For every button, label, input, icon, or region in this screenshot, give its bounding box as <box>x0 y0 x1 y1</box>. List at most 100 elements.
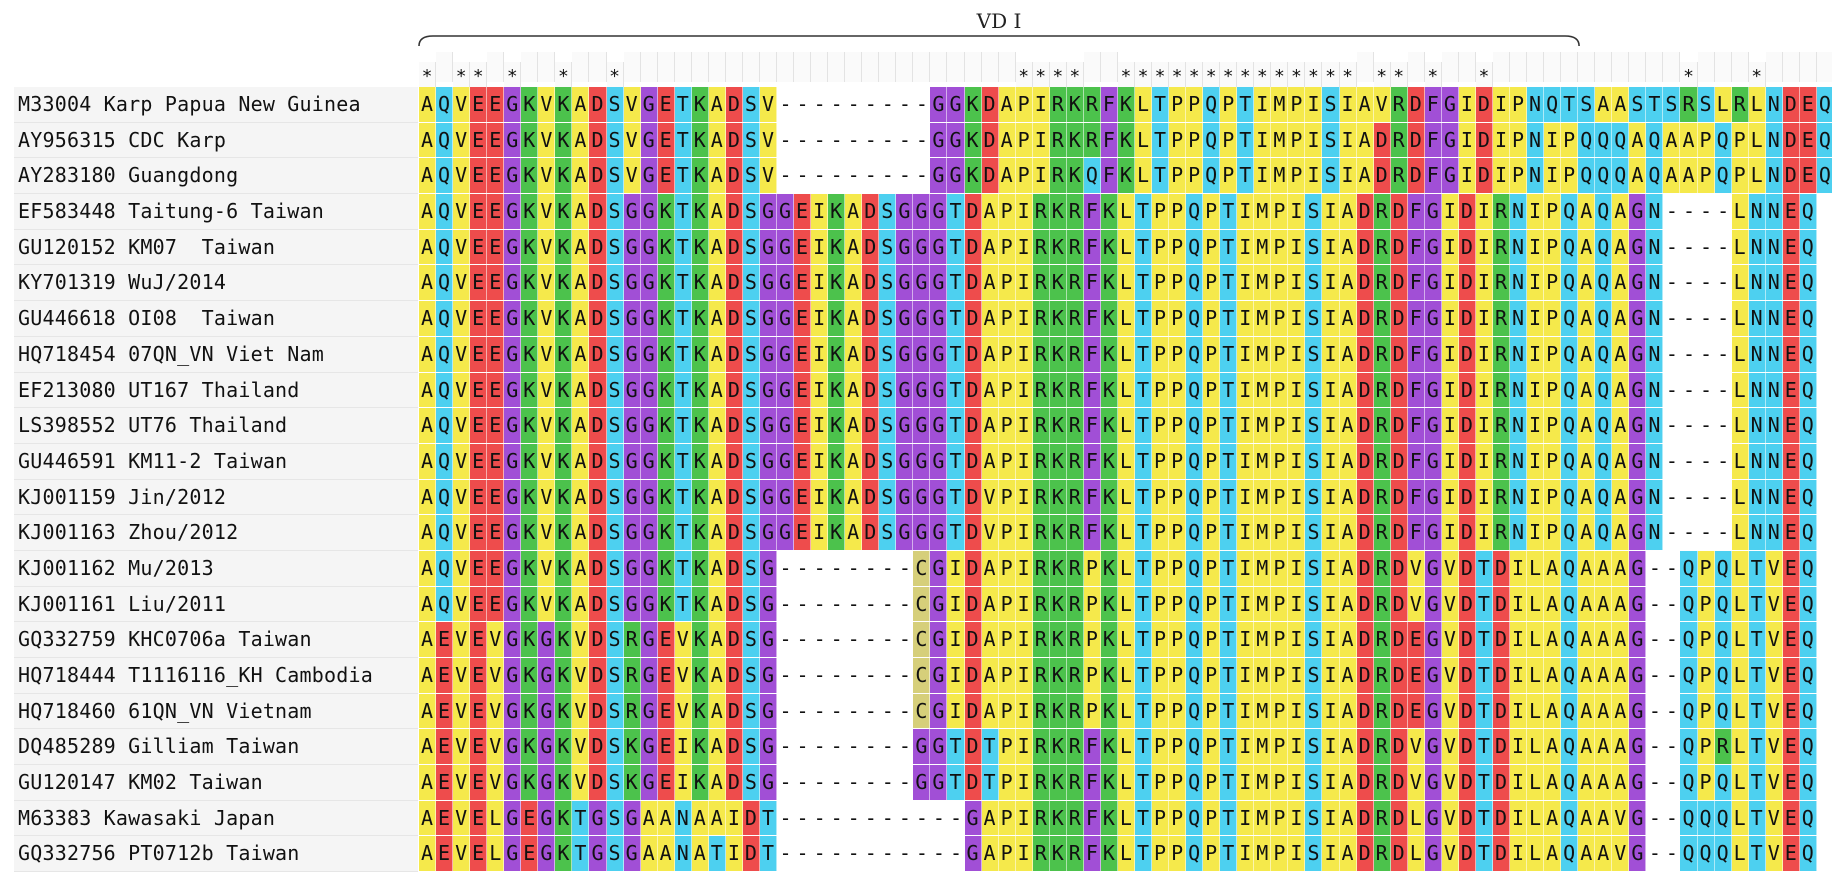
residue-cell: D <box>1475 122 1493 158</box>
residue-cell: L <box>1527 729 1545 765</box>
residue-cell: Q <box>1799 265 1817 301</box>
sequence-name[interactable]: GU120147 KM02 Taiwan <box>14 765 418 801</box>
residue-cell: K <box>1049 693 1067 729</box>
conservation-mark <box>657 52 675 82</box>
sequence-name[interactable]: GU446618 OI08 Taiwan <box>14 301 418 337</box>
residue-cell: V <box>487 622 505 657</box>
residue-cell: S <box>606 265 624 301</box>
residue-cell: R <box>1373 301 1391 336</box>
residue-cell: S <box>1305 550 1323 586</box>
residue-cell: D <box>964 265 982 301</box>
sequence-name[interactable]: KJ001163 Zhou/2012 <box>14 515 418 551</box>
residue-cell: L <box>1731 443 1749 479</box>
sequence-name[interactable]: EF583448 Taitung-6 Taiwan <box>14 194 418 230</box>
sequence-name[interactable]: HQ718454 07QN_VN Viet Nam <box>14 336 418 373</box>
sequence-name[interactable]: GQ332756 PT0712b Taiwan <box>14 836 418 873</box>
residue-cell: G <box>913 479 931 515</box>
sequence-name[interactable]: KJ001162 Mu/2013 <box>14 550 418 587</box>
residue-cell: G <box>930 158 948 194</box>
gap-cell: - <box>796 92 809 116</box>
sequence-name[interactable]: EF213080 UT167 Thailand <box>14 372 418 409</box>
gap-cell: - <box>1665 520 1678 545</box>
sequence-name[interactable]: AY956315 CDC Karp <box>14 122 418 159</box>
conservation-mark: * <box>419 62 437 92</box>
sequence-name[interactable]: DQ485289 Gilliam Taiwan <box>14 729 418 766</box>
residue-cell: G <box>1424 443 1442 479</box>
residue-cell: D <box>725 87 743 122</box>
residue-cell: I <box>1544 122 1562 158</box>
residue-cell: A <box>981 800 999 836</box>
sequence-name[interactable]: GU446591 KM11-2 Taiwan <box>14 443 418 480</box>
sequence-name[interactable]: KJ001161 Liu/2011 <box>14 586 418 623</box>
residue-cell: T <box>1748 693 1766 729</box>
residue-cell: A <box>419 800 437 836</box>
residue-cell: G <box>759 658 777 693</box>
sequence-name[interactable]: M33004 Karp Papua New Guinea <box>14 87 418 123</box>
residue-cell: I <box>1458 122 1476 158</box>
sequence-name[interactable]: GQ332759 KHC0706a Taiwan <box>14 622 418 658</box>
residue-cell: Q <box>1697 800 1715 836</box>
residue-cell: I <box>1544 158 1562 194</box>
sequence-name[interactable]: LS398552 UT76 Thailand <box>14 408 418 444</box>
residue-cell: L <box>1117 194 1135 229</box>
residue-cell: P <box>1288 158 1306 194</box>
residue-cell: V <box>572 765 590 800</box>
residue-cell: A <box>1595 622 1613 657</box>
residue-cell: G <box>640 301 658 336</box>
residue-cell: A <box>1612 693 1630 729</box>
residue-cell: G <box>759 586 777 622</box>
residue-cell: T <box>1475 836 1493 872</box>
gap-cell: - <box>796 163 809 188</box>
gap-cell: - <box>898 805 911 830</box>
residue-cell: T <box>1748 658 1766 693</box>
conservation-mark: * <box>606 62 624 92</box>
residue-cell: K <box>555 622 573 657</box>
sequence-name[interactable]: KY701319 WuJ/2014 <box>14 265 418 302</box>
sequence-name[interactable]: AY283180 Guangdong <box>14 158 418 195</box>
sequence-name[interactable]: GU120152 KM07 Taiwan <box>14 229 418 266</box>
residue-cell: K <box>1100 550 1118 586</box>
residue-cell: A <box>1612 586 1630 622</box>
residue-cell: L <box>1117 515 1135 550</box>
residue-cell: A <box>1544 836 1562 872</box>
residue-cell: E <box>436 658 454 693</box>
residue-cell: K <box>555 443 573 479</box>
gap-cell: - <box>1717 234 1730 259</box>
residue-cell: Q <box>1186 550 1204 586</box>
residue-cell: G <box>1629 836 1647 872</box>
residue-cell: G <box>759 479 777 515</box>
residue-cell: Q <box>1799 800 1817 836</box>
residue-cell: K <box>521 658 539 693</box>
residue-cell: T <box>947 515 965 550</box>
residue-cell: R <box>1066 550 1084 586</box>
residue-cell: I <box>1322 408 1340 443</box>
residue-cell: E <box>487 372 505 408</box>
residue-cell: R <box>1032 586 1050 622</box>
residue-cell: A <box>1612 229 1630 265</box>
residue-cell: S <box>606 622 624 657</box>
residue-cell: G <box>640 622 658 657</box>
residue-cell: N <box>1510 408 1528 443</box>
residue-cell: A <box>1356 158 1374 194</box>
sequence-name[interactable]: M63383 Kawasaki Japan <box>14 800 418 837</box>
residue-cell: G <box>640 550 658 586</box>
gap-cell: - <box>1648 591 1661 616</box>
residue-cell: Q <box>1186 194 1204 229</box>
residue-cell: P <box>1271 408 1289 443</box>
gap-cell: - <box>898 770 911 795</box>
residue-cell: V <box>453 158 471 194</box>
residue-cell: E <box>470 158 488 194</box>
residue-cell: S <box>606 336 624 372</box>
sequence-name[interactable]: HQ718460 61QN_VN Vietnam <box>14 693 418 730</box>
residue-cell: P <box>998 836 1016 872</box>
residue-cell: I <box>1237 336 1255 372</box>
residue-cell: G <box>1629 622 1647 657</box>
sequence-name[interactable]: HQ718444 T1116116_KH Cambodia <box>14 658 418 694</box>
residue-cell: Q <box>1186 479 1204 515</box>
sequence-name[interactable]: KJ001159 Jin/2012 <box>14 479 418 516</box>
residue-cell: F <box>1083 265 1101 301</box>
residue-cell: G <box>930 265 948 301</box>
residue-cell: Q <box>1697 836 1715 872</box>
